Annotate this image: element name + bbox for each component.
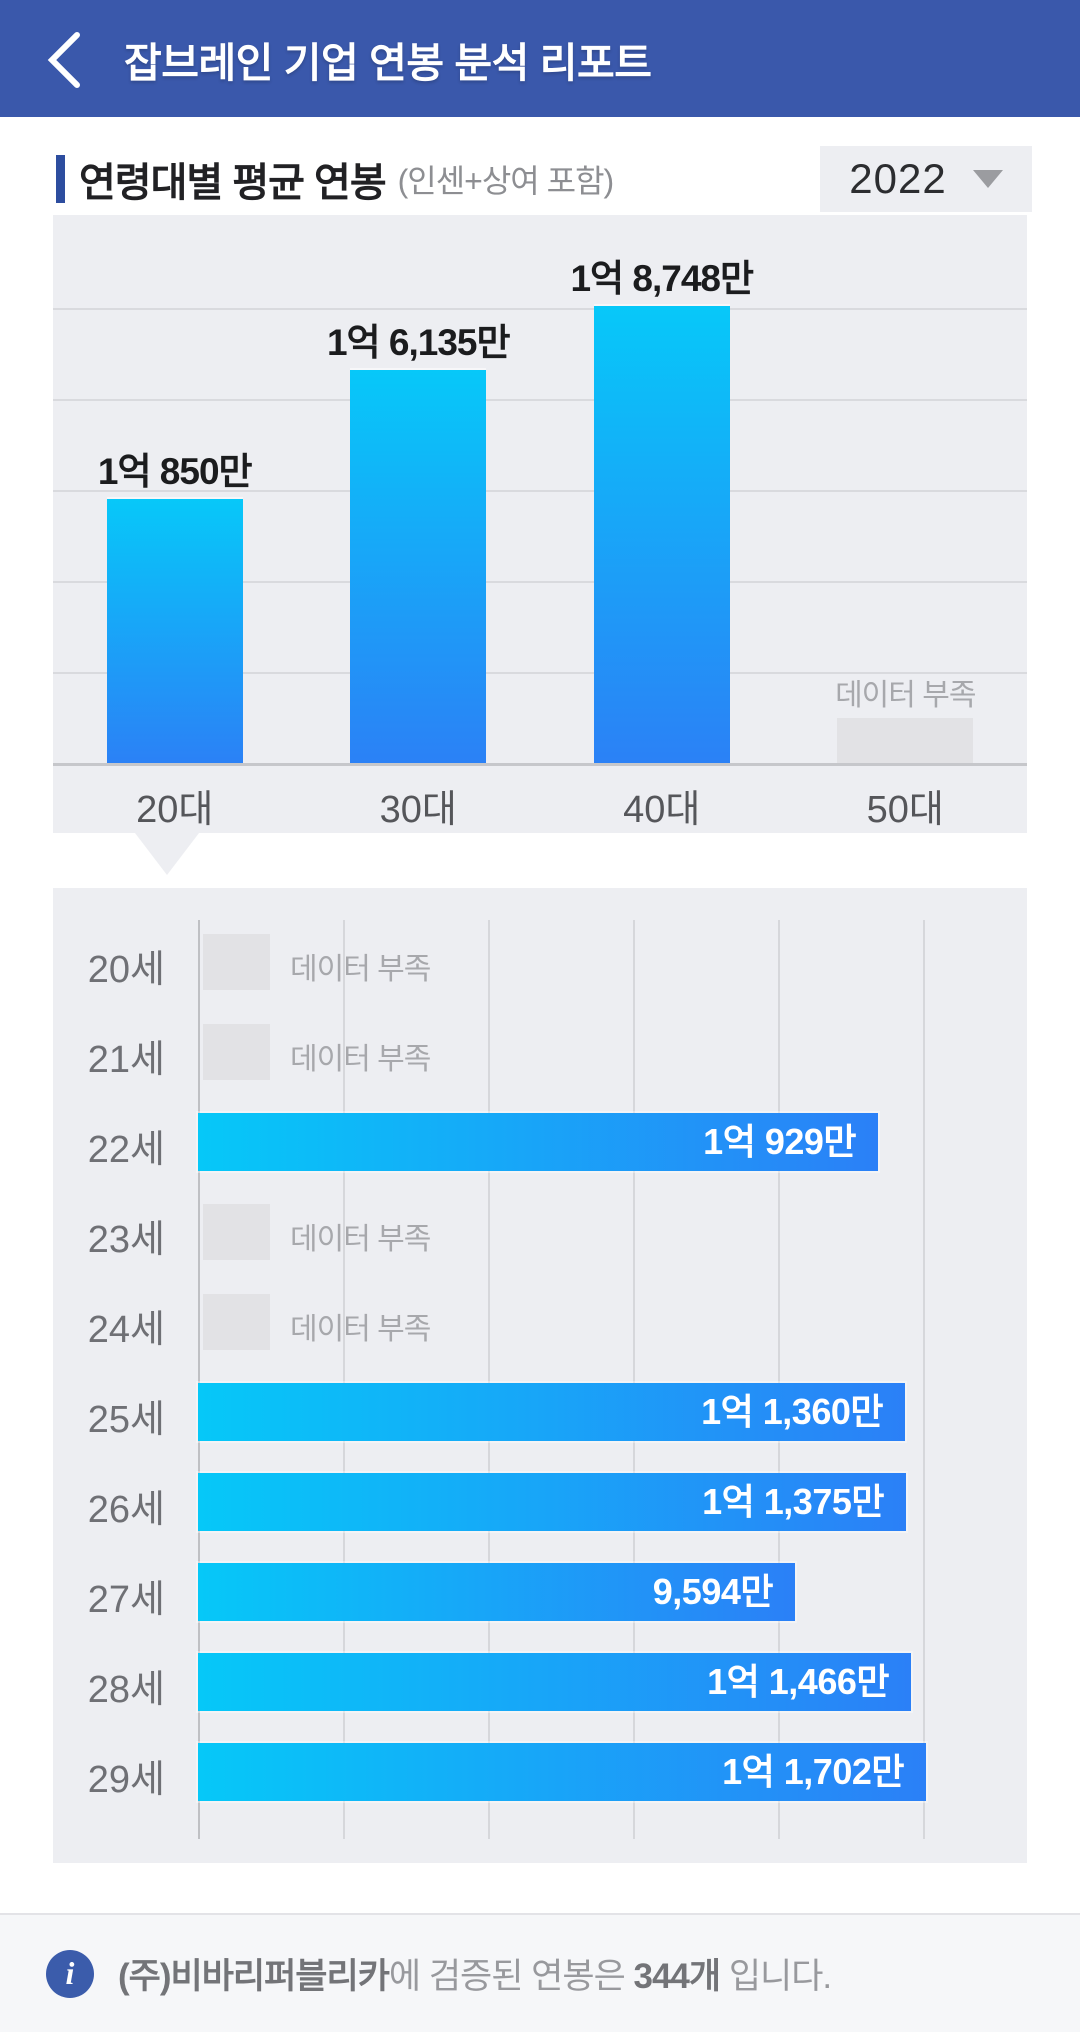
info-icon: i bbox=[46, 1949, 94, 1998]
category-bar bbox=[106, 499, 243, 763]
gridline bbox=[778, 920, 780, 1839]
age-no-data-box bbox=[203, 1204, 270, 1260]
category-axis-label: 30대 bbox=[379, 789, 457, 831]
category-axis-label: 40대 bbox=[623, 789, 701, 831]
age-bar-value-label: 1억 1,360만 bbox=[701, 1391, 883, 1432]
age-row-label: 29세 bbox=[87, 1759, 165, 1801]
suffix-text: 입니다. bbox=[720, 1957, 832, 1996]
age-row-label: 24세 bbox=[87, 1309, 165, 1351]
section-title: 연령대별 평균 연봉 bbox=[79, 161, 387, 205]
section-heading: 연령대별 평균 연봉 (인센+상여 포함) bbox=[56, 146, 615, 212]
age-bar-value-label: 1억 1,466만 bbox=[707, 1661, 889, 1702]
accent-bar bbox=[56, 155, 65, 203]
y-axis-line bbox=[198, 920, 200, 1839]
age-bar: 1억 1,360만 bbox=[198, 1383, 905, 1441]
x-axis-line bbox=[53, 763, 1027, 766]
age-bar-value-label: 1억 1,375만 bbox=[702, 1481, 884, 1522]
age-no-data-box bbox=[203, 1294, 270, 1350]
age-bar: 1억 1,466만 bbox=[198, 1653, 911, 1711]
year-dropdown-value: 2022 bbox=[849, 155, 947, 202]
age-row-label: 28세 bbox=[87, 1669, 165, 1711]
age-bar-value-label: 9,594만 bbox=[652, 1571, 774, 1612]
age-no-data-label: 데이터 부족 bbox=[290, 1043, 431, 1076]
category-bar bbox=[593, 306, 730, 763]
age-row-label: 26세 bbox=[87, 1489, 165, 1531]
age-no-data-label: 데이터 부족 bbox=[290, 1313, 431, 1346]
age-no-data-box bbox=[203, 934, 270, 990]
age-bar-value-label: 1억 929만 bbox=[703, 1121, 856, 1162]
category-axis-label: 20대 bbox=[136, 789, 214, 831]
page-title: 잡브레인 기업 연봉 분석 리포트 bbox=[124, 39, 652, 86]
section-subtitle: (인센+상여 포함) bbox=[397, 163, 615, 199]
age-no-data-label: 데이터 부족 bbox=[290, 1223, 431, 1256]
gridline bbox=[53, 399, 1027, 401]
gridline bbox=[53, 490, 1027, 492]
age-row-label: 21세 bbox=[87, 1039, 165, 1081]
age-bar: 1억 1,375만 bbox=[198, 1473, 906, 1531]
gridline bbox=[923, 920, 925, 1839]
age-row-label: 22세 bbox=[87, 1129, 165, 1171]
gridline bbox=[53, 581, 1027, 583]
age-row-label: 27세 bbox=[87, 1579, 165, 1621]
app-header: 잡브레인 기업 연봉 분석 리포트 bbox=[0, 0, 1080, 117]
age-no-data-label: 데이터 부족 bbox=[290, 953, 431, 986]
age-row-label: 20세 bbox=[87, 949, 165, 991]
company-name: (주)비바리퍼블리카 bbox=[118, 1957, 390, 1996]
verification-note: i (주)비바리퍼블리카에 검증된 연봉은 344개 입니다. bbox=[0, 1913, 1080, 2032]
category-value-label: 1억 850만 bbox=[97, 451, 253, 492]
age-bar: 1억 929만 bbox=[198, 1113, 878, 1171]
middle-text: 에 검증된 연봉은 bbox=[388, 1957, 634, 1996]
age-row-label: 23세 bbox=[87, 1219, 165, 1261]
caret-down-icon bbox=[972, 170, 1003, 188]
verification-text: (주)비바리퍼블리카에 검증된 연봉은 344개 입니다. bbox=[118, 1948, 832, 1999]
gridline bbox=[488, 920, 490, 1839]
decade-salary-chart: 1억 850만 20대 1억 6,135만 30대 1억 8,748만 40대 데이터 부족… bbox=[53, 215, 1027, 833]
no-data-label: 데이터 부족 bbox=[835, 679, 976, 712]
category-bar bbox=[350, 370, 487, 763]
back-icon[interactable] bbox=[44, 30, 84, 90]
category-axis-label: 50대 bbox=[866, 789, 944, 831]
age-bar: 1억 1,702만 bbox=[198, 1743, 926, 1801]
gridline bbox=[343, 920, 345, 1839]
age-bar-value-label: 1억 1,702만 bbox=[722, 1751, 904, 1792]
age-bar: 9,594만 bbox=[198, 1563, 795, 1621]
no-data-bar bbox=[837, 718, 974, 763]
gridline bbox=[633, 920, 635, 1839]
category-value-label: 1억 6,135만 bbox=[326, 322, 511, 363]
category-value-label: 1억 8,748만 bbox=[570, 258, 754, 299]
gridline bbox=[53, 672, 1027, 674]
selected-category-pointer bbox=[135, 833, 199, 875]
age-row-label: 25세 bbox=[87, 1399, 165, 1441]
age-detail-chart: 20세 데이터 부족 21세 데이터 부족 22세 1억 929만 23세 데이터 부족 24세… bbox=[53, 888, 1027, 1863]
gridline bbox=[53, 308, 1027, 310]
age-no-data-box bbox=[203, 1024, 270, 1080]
verified-count: 344개 bbox=[633, 1957, 722, 1996]
year-dropdown[interactable]: 2022 bbox=[820, 146, 1032, 212]
